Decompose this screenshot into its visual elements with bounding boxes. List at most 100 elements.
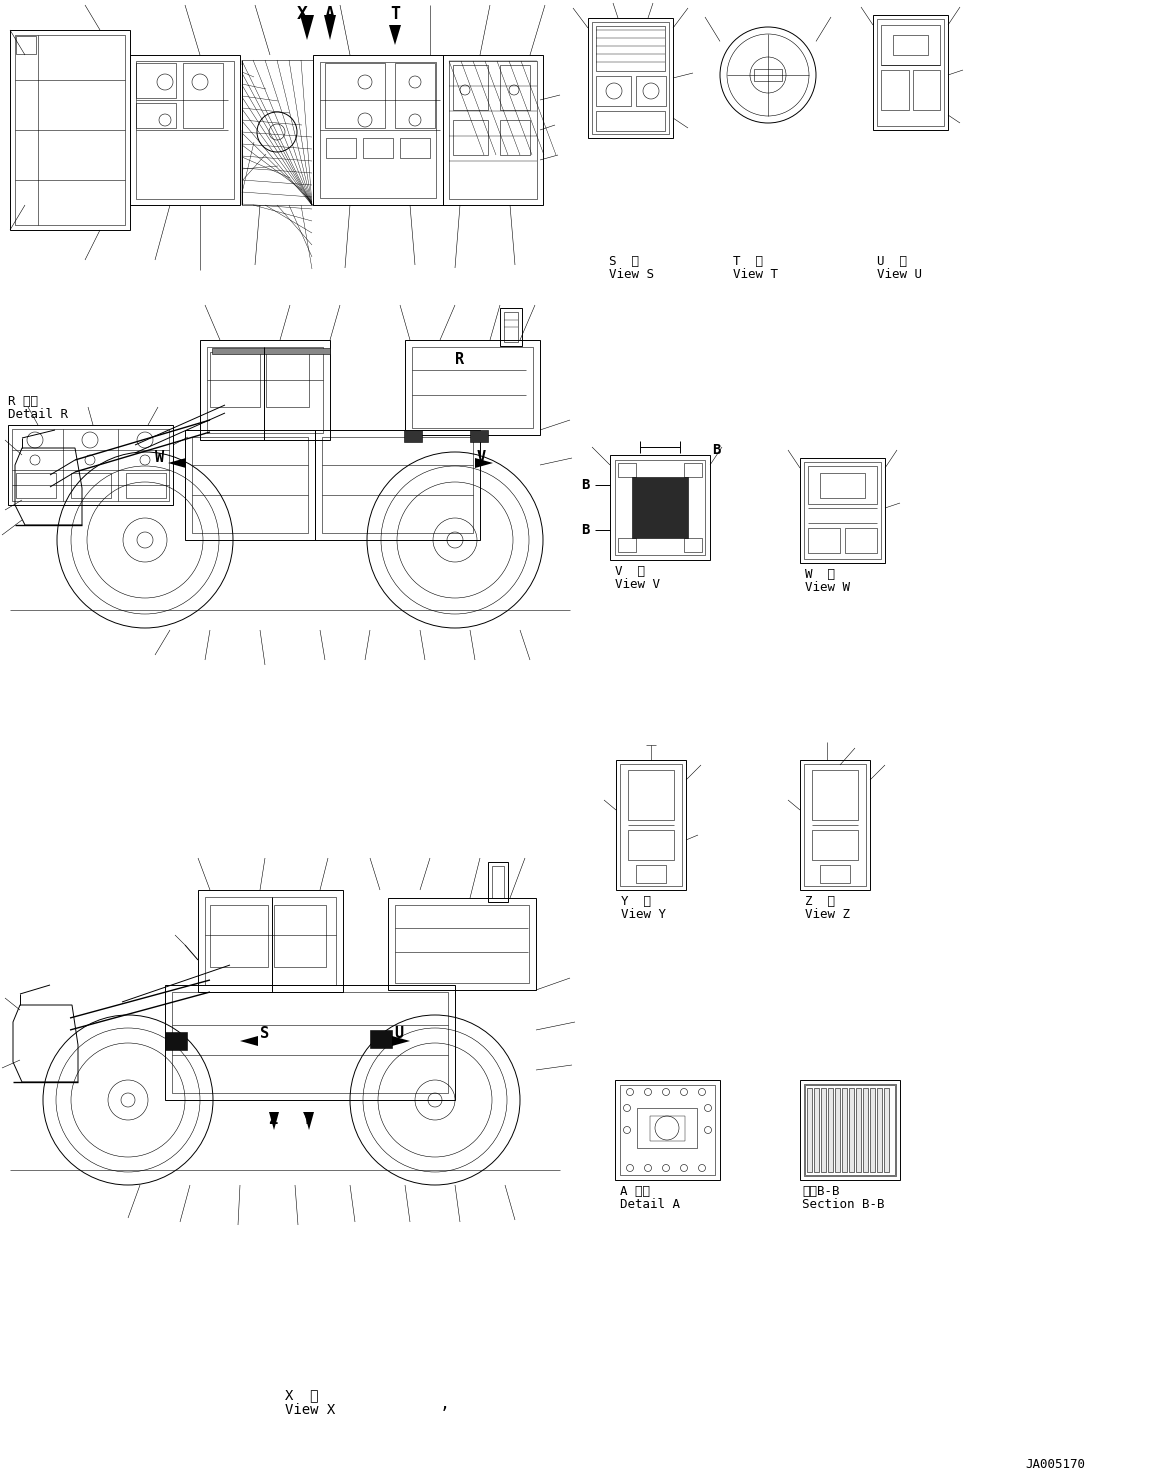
Bar <box>125 472 166 498</box>
Bar <box>620 1086 715 1174</box>
Bar <box>363 138 392 158</box>
Bar <box>856 1089 861 1171</box>
Bar <box>71 472 110 498</box>
Bar <box>453 120 488 156</box>
Bar <box>877 19 944 126</box>
Bar <box>628 829 674 860</box>
Text: Detail A: Detail A <box>620 1198 680 1211</box>
Bar <box>209 352 260 407</box>
Text: 断面B-B: 断面B-B <box>802 1185 839 1198</box>
Text: View S: View S <box>609 268 654 281</box>
Bar <box>821 1089 826 1171</box>
Bar <box>849 1089 854 1171</box>
Bar <box>754 70 782 81</box>
Bar <box>877 1089 882 1171</box>
Bar <box>209 905 268 967</box>
Bar <box>8 425 173 505</box>
Bar <box>884 1089 889 1171</box>
Bar <box>616 760 686 890</box>
Bar <box>449 61 538 198</box>
Polygon shape <box>392 1037 410 1046</box>
Bar <box>12 429 169 501</box>
Bar <box>881 25 940 65</box>
Bar <box>808 467 877 504</box>
Bar <box>834 1089 840 1171</box>
Text: V: V <box>477 450 486 465</box>
Bar <box>183 64 223 127</box>
Bar <box>185 429 315 541</box>
Bar <box>470 429 488 441</box>
Text: Y  視: Y 視 <box>622 895 651 908</box>
Text: View X: View X <box>285 1403 335 1417</box>
Bar <box>412 347 533 428</box>
Bar <box>443 55 543 204</box>
Bar <box>811 770 857 820</box>
Polygon shape <box>300 15 314 40</box>
Polygon shape <box>389 25 401 44</box>
Text: R 詳細: R 詳細 <box>8 395 38 407</box>
Bar <box>805 1084 895 1176</box>
Bar <box>800 1080 900 1180</box>
Bar <box>820 865 849 883</box>
Text: View U: View U <box>877 268 922 281</box>
Bar <box>893 36 928 55</box>
Text: ,: , <box>440 1395 450 1413</box>
Bar <box>504 312 518 342</box>
Polygon shape <box>475 458 493 468</box>
Bar <box>453 65 488 110</box>
Bar <box>637 76 666 107</box>
Bar <box>401 138 430 158</box>
Bar <box>192 437 308 533</box>
Bar <box>596 27 665 71</box>
Bar <box>16 472 56 498</box>
Bar <box>820 472 866 498</box>
Text: B: B <box>581 523 590 538</box>
Text: X  視: X 視 <box>285 1388 319 1403</box>
Bar <box>205 897 336 985</box>
Bar <box>805 764 866 886</box>
Bar <box>650 1117 685 1140</box>
Text: View W: View W <box>805 581 849 594</box>
Bar <box>808 529 840 552</box>
Text: B: B <box>581 478 590 492</box>
Text: Z: Z <box>268 1112 277 1127</box>
Bar <box>814 1089 820 1171</box>
Bar <box>395 64 435 127</box>
Bar <box>488 862 508 902</box>
Text: T  視: T 視 <box>733 255 763 268</box>
Bar <box>500 120 529 156</box>
Text: U  視: U 視 <box>877 255 907 268</box>
Bar <box>500 65 529 110</box>
Text: Detail R: Detail R <box>8 407 68 421</box>
Bar <box>388 897 536 989</box>
Bar <box>326 138 356 158</box>
Bar <box>198 890 343 992</box>
Bar <box>870 1089 875 1171</box>
Bar <box>207 347 323 432</box>
Bar <box>200 341 330 440</box>
Bar <box>325 64 384 127</box>
Bar <box>618 538 637 552</box>
Bar <box>596 111 665 130</box>
Bar <box>637 865 666 883</box>
Bar <box>684 538 702 552</box>
Text: W: W <box>155 450 165 465</box>
Bar <box>843 1089 847 1171</box>
Bar <box>500 308 523 347</box>
Bar <box>863 1089 868 1171</box>
Text: View Z: View Z <box>805 908 849 921</box>
Bar <box>404 429 422 441</box>
Bar <box>10 30 130 230</box>
Bar <box>913 70 940 110</box>
Bar <box>15 36 125 225</box>
Bar <box>800 458 885 563</box>
Text: View V: View V <box>615 578 660 591</box>
Bar <box>615 1080 721 1180</box>
Text: V  視: V 視 <box>615 564 645 578</box>
Bar <box>136 104 176 127</box>
Bar <box>588 18 673 138</box>
Bar <box>395 905 529 983</box>
Bar <box>320 62 436 198</box>
Bar <box>618 464 637 477</box>
Bar <box>171 992 448 1093</box>
